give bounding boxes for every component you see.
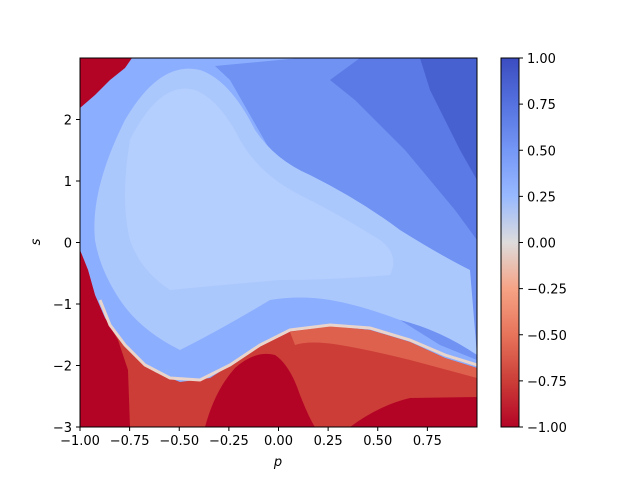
y-axis: −3 −2 −1 0 1 2 bbox=[53, 114, 80, 436]
colorbar-tick-label: −0.25 bbox=[527, 283, 567, 298]
colorbar-tick-label: 0.25 bbox=[527, 190, 556, 205]
colorbar-tick-label: 0.75 bbox=[527, 98, 556, 113]
x-tick-label: −0.50 bbox=[159, 434, 199, 449]
colorbar-tick-label: 0.50 bbox=[527, 144, 556, 159]
heatmap bbox=[80, 58, 477, 427]
colorbar-tick-label: −0.50 bbox=[527, 329, 567, 344]
colorbar-tick-label: −1.00 bbox=[527, 421, 567, 436]
x-tick-label: 0.75 bbox=[413, 434, 442, 449]
x-tick-label: 0.50 bbox=[363, 434, 392, 449]
x-tick-label: −0.25 bbox=[209, 434, 249, 449]
colorbar-tick-label: 1.00 bbox=[527, 52, 556, 67]
colorbar-tick-label: 0.00 bbox=[527, 237, 556, 252]
y-tick-label: −3 bbox=[53, 421, 72, 436]
x-axis: −1.00 −0.75 −0.50 −0.25 0.00 0.25 0.50 0.75 bbox=[60, 427, 442, 449]
x-tick-label: −1.00 bbox=[60, 434, 100, 449]
y-tick-label: −2 bbox=[53, 360, 72, 375]
y-axis-label: s bbox=[29, 238, 44, 245]
colorbar-tick-label: −0.75 bbox=[527, 375, 567, 390]
colorbar-axis: 1.00 0.75 0.50 0.25 0.00 −0.25 −0.50 −0.75 −1.00 bbox=[519, 52, 567, 436]
x-tick-label: 0.25 bbox=[314, 434, 343, 449]
colorbar bbox=[500, 57, 520, 428]
y-tick-label: −1 bbox=[53, 298, 72, 313]
x-axis-label: p bbox=[273, 455, 282, 470]
y-tick-label: 1 bbox=[64, 175, 72, 190]
x-tick-label: 0.00 bbox=[264, 434, 293, 449]
y-tick-label: 2 bbox=[64, 114, 72, 129]
x-tick-label: −0.75 bbox=[110, 434, 150, 449]
y-tick-label: 0 bbox=[64, 237, 72, 252]
